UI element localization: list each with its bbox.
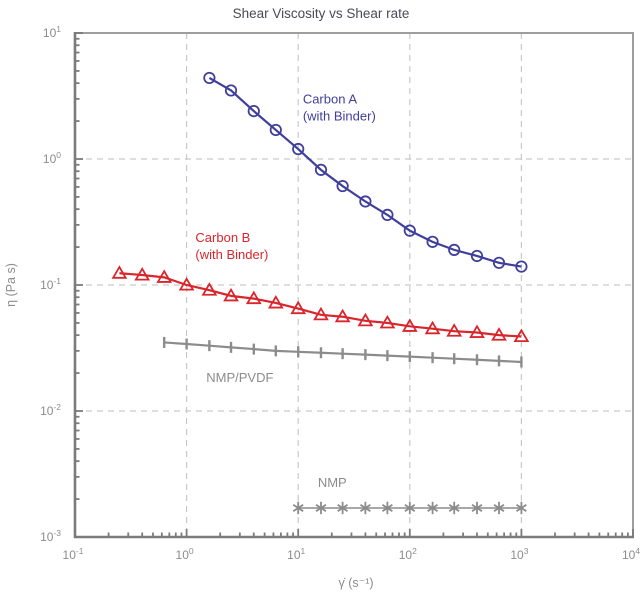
annotation-line: Carbon A — [303, 92, 358, 107]
triangle-marker — [313, 306, 329, 321]
tick-exponent: -1 — [76, 546, 84, 556]
annotation-line: Carbon B — [195, 230, 250, 245]
annotation-carbon-a-label: Carbon A (with Binder) — [303, 92, 376, 124]
series-markers-nmp-pvdf — [163, 336, 523, 368]
circle-marker — [292, 142, 305, 156]
asterisk-marker — [292, 503, 304, 512]
asterisk-marker — [427, 503, 439, 512]
tick-exponent: 0 — [56, 150, 61, 160]
asterisk-marker — [515, 503, 527, 512]
circle-marker — [381, 208, 394, 222]
x-tick-label: 100 — [176, 546, 194, 562]
triangle-marker — [491, 327, 507, 341]
y-axis-label: η (Pa s) — [4, 263, 18, 307]
chart-title: Shear Viscosity vs Shear rate — [232, 6, 410, 21]
circle-marker — [448, 243, 461, 256]
tick-exponent: 1 — [56, 24, 61, 34]
tick-exponent: 3 — [524, 546, 529, 556]
x-tick-label: 10-1 — [63, 546, 84, 562]
x-tick-label: 101 — [287, 546, 305, 562]
triangle-marker — [357, 312, 374, 327]
asterisk-marker — [448, 503, 460, 512]
circle-marker — [515, 260, 528, 273]
triangle-marker — [111, 265, 128, 279]
tick-exponent: -3 — [53, 528, 61, 538]
triangle-marker — [513, 328, 530, 343]
x-axis-label: γ̇ (s⁻¹) — [338, 576, 373, 590]
series-carbon-a — [203, 71, 528, 273]
tick-exponent: 2 — [412, 546, 417, 556]
tick-exponent: -1 — [53, 276, 61, 286]
y-tick-label: 101 — [43, 24, 61, 40]
circle-marker — [314, 163, 328, 176]
circle-marker — [247, 104, 260, 118]
circle-marker — [359, 195, 372, 208]
annotation-line: (with Binder) — [195, 247, 268, 262]
triangle-marker — [267, 294, 284, 309]
asterisk-marker — [404, 503, 416, 512]
circle-marker — [203, 71, 216, 85]
circle-marker — [269, 123, 282, 137]
tick-exponent: -2 — [53, 402, 61, 412]
triangle-marker — [134, 267, 151, 281]
annotation-line: (with Binder) — [303, 109, 376, 124]
x-tick-label: 102 — [399, 546, 417, 562]
triangle-marker — [424, 320, 441, 335]
annotation-nmp-label: NMP — [318, 475, 347, 490]
tick-exponent: 1 — [301, 546, 306, 556]
annotation-line: NMP — [318, 475, 347, 490]
asterisk-marker — [337, 503, 349, 512]
triangle-marker — [379, 314, 396, 329]
triangle-marker — [446, 323, 463, 337]
triangle-marker — [156, 269, 173, 283]
triangle-marker — [401, 318, 418, 332]
triangle-marker — [201, 282, 218, 296]
y-tick-label: 100 — [43, 150, 61, 166]
series-carbon-b — [111, 265, 530, 343]
series-markers-carbon-a — [203, 71, 528, 273]
triangle-marker — [290, 300, 307, 315]
circle-marker — [336, 179, 349, 193]
annotation-line: NMP/PVDF — [206, 370, 273, 385]
x-tick-label: 104 — [622, 546, 640, 562]
triangle-marker — [223, 287, 239, 302]
triangle-marker — [178, 277, 195, 291]
tick-exponent: 4 — [635, 546, 640, 556]
annotation-carbon-b-label: Carbon B (with Binder) — [195, 230, 268, 262]
asterisk-marker — [359, 503, 371, 512]
triangle-marker — [245, 290, 262, 305]
y-tick-label: 10-2 — [40, 402, 61, 418]
series-nmp-pvdf — [163, 336, 523, 368]
annotation-nmp-pvdf-label: NMP/PVDF — [206, 370, 273, 385]
circle-marker — [403, 224, 416, 237]
series-markers-nmp — [292, 501, 527, 515]
x-tick-label: 103 — [510, 546, 528, 562]
circle-marker — [470, 249, 484, 263]
triangle-marker — [334, 308, 351, 323]
y-tick-label: 10-1 — [40, 276, 61, 292]
gridlines — [75, 33, 633, 537]
series-line-carbon-a — [208, 76, 522, 268]
axis-ticks — [74, 32, 634, 538]
series-markers-carbon-b — [111, 265, 530, 343]
asterisk-marker — [471, 503, 483, 512]
asterisk-marker — [315, 503, 327, 512]
series-nmp — [292, 501, 527, 515]
circle-marker — [492, 256, 506, 269]
tick-exponent: 0 — [189, 546, 194, 556]
asterisk-marker — [493, 503, 505, 512]
series-line-carbon-b — [119, 272, 522, 338]
y-tick-label: 10-3 — [40, 528, 61, 544]
circle-marker — [426, 235, 439, 248]
triangle-marker — [469, 324, 485, 338]
asterisk-marker — [381, 503, 393, 512]
circle-marker — [224, 84, 238, 97]
